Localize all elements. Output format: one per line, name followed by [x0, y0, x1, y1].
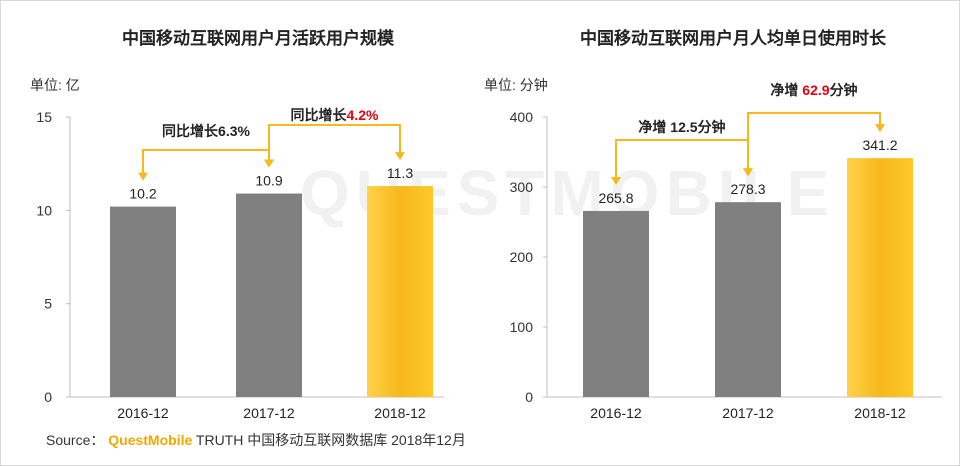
bar-2017-12	[236, 193, 302, 397]
source-note: Source： QuestMobile TRUTH 中国移动互联网数据库 201…	[46, 430, 466, 450]
source-brand: QuestMobile	[108, 432, 193, 448]
y-tick-label: 15	[36, 109, 52, 125]
category-label: 2018-12	[374, 405, 426, 421]
annotation-arrowhead	[395, 152, 405, 161]
chart-title: 中国移动互联网用户月人均单日使用时长	[580, 28, 887, 48]
y-tick-label: 10	[36, 202, 52, 218]
annotation-arrowhead	[264, 159, 274, 168]
value-label: 10.2	[129, 186, 156, 202]
bar-2018-12	[847, 158, 913, 397]
annotation-arrowhead	[743, 168, 753, 177]
annotation-text: 净增 62.9分钟	[770, 82, 857, 98]
source-rest: TRUTH 中国移动互联网数据库 2018年12月	[195, 432, 466, 448]
category-label: 2017-12	[722, 405, 774, 421]
category-label: 2016-12	[590, 405, 642, 421]
annotation-suffix: 分钟	[698, 119, 726, 135]
annotation-prefix: 同比增长	[162, 123, 219, 139]
value-label: 11.3	[387, 165, 413, 181]
unit-label: 单位: 分钟	[484, 77, 548, 93]
value-label: 265.8	[598, 190, 633, 206]
category-label: 2016-12	[117, 405, 169, 421]
annotation-prefix: 净增	[770, 82, 798, 98]
unit-label: 单位: 亿	[30, 77, 80, 93]
growth-annotation: 同比增长4.2%	[264, 107, 405, 168]
annotation-bracket	[268, 124, 401, 166]
category-label: 2018-12	[854, 405, 906, 421]
annotation-prefix: 同比增长	[291, 107, 348, 123]
y-tick-label: 300	[510, 179, 534, 195]
category-label: 2017-12	[243, 405, 295, 421]
annotation-suffix: 分钟	[830, 82, 858, 98]
annotation-value: 6.3%	[218, 123, 250, 139]
bar-2017-12	[715, 202, 781, 397]
value-label: 10.9	[255, 173, 282, 189]
annotation-arrowhead	[138, 172, 148, 181]
y-tick-label: 0	[525, 389, 533, 405]
annotation-text: 同比增长6.3%	[162, 123, 250, 139]
annotation-arrowhead	[875, 124, 885, 133]
annotation-text: 净增 12.5分钟	[638, 119, 725, 135]
annotation-arrowhead	[611, 176, 621, 185]
bar-2018-12	[367, 186, 433, 397]
y-tick-label: 200	[510, 249, 534, 265]
annotation-value: 62.9	[798, 82, 829, 98]
chart-title: 中国移动互联网用户月活跃用户规模	[122, 28, 395, 48]
growth-annotation: 同比增长6.3%	[138, 123, 274, 181]
annotation-value: 12.5	[666, 119, 697, 135]
source-label: Source：	[46, 432, 105, 448]
annotation-prefix: 净增	[638, 119, 666, 135]
value-label: 341.2	[862, 137, 897, 153]
y-tick-label: 400	[510, 109, 534, 125]
bar-2016-12	[110, 206, 176, 397]
annotation-text: 同比增长4.2%	[291, 107, 379, 123]
growth-annotation: 净增 62.9分钟	[743, 82, 885, 177]
annotation-bracket	[142, 149, 270, 179]
growth-annotation: 净增 12.5分钟	[611, 119, 753, 185]
y-tick-label: 100	[510, 319, 534, 335]
annotation-value: 4.2%	[347, 107, 379, 123]
y-tick-label: 0	[44, 389, 52, 405]
value-label: 278.3	[730, 181, 765, 197]
annotation-bracket	[747, 112, 881, 175]
bar-2016-12	[583, 210, 649, 397]
y-tick-label: 5	[44, 296, 52, 312]
